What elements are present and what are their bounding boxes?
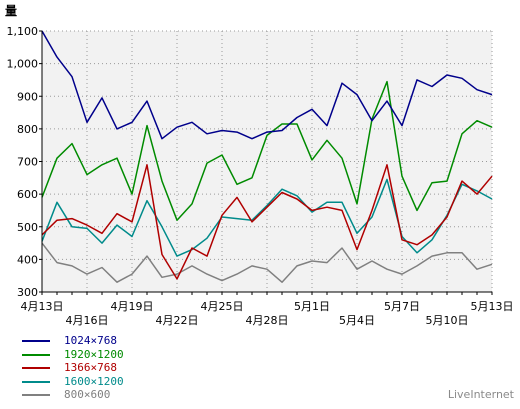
legend-swatch (22, 394, 50, 396)
x-tick-label: 4月25日 (201, 300, 244, 313)
series-line-1366×768 (41, 164, 493, 280)
watermark: LiveInternet (447, 388, 514, 401)
legend-label: 1366×768 (64, 361, 117, 374)
x-tick-label: 4月13日 (21, 300, 64, 313)
series-line-800×600 (41, 242, 493, 283)
legend-swatch (22, 380, 50, 383)
y-tick-label: 900 (17, 90, 38, 103)
y-tick-label: 400 (17, 253, 38, 266)
y-tick-label: 800 (17, 123, 38, 136)
legend-swatch (22, 367, 50, 369)
y-tick-label: 300 (17, 286, 38, 299)
y-axis-label: 量 (5, 4, 17, 18)
series-line-1024×768 (41, 30, 493, 140)
y-tick-label: 700 (17, 156, 38, 169)
x-tick-label: 5月10日 (426, 314, 469, 327)
y-tick-label: 1,100 (7, 25, 39, 38)
legend-label: 1024×768 (64, 334, 117, 347)
legend-swatch (22, 340, 50, 342)
x-tick-label: 5月1日 (294, 300, 330, 313)
legend-swatch (22, 353, 50, 356)
legend-label: 1920×1200 (64, 347, 124, 361)
legend-label: 800×600 (64, 388, 111, 401)
x-tick-label: 5月7日 (384, 300, 420, 313)
x-tick-label: 4月16日 (66, 314, 109, 327)
x-tick-label: 5月13日 (471, 300, 514, 313)
x-tick-label: 4月19日 (111, 300, 154, 313)
y-tick-label: 500 (17, 221, 38, 234)
x-tick-label: 4月28日 (246, 314, 289, 327)
y-tick-label: 600 (17, 188, 38, 201)
legend-label: 1600×1200 (64, 374, 124, 388)
series-line-1920×1200 (41, 80, 493, 221)
x-tick-label: 5月4日 (339, 314, 375, 327)
y-tick-label: 1,000 (7, 58, 39, 71)
series-line-1600×1200 (41, 178, 493, 257)
x-tick-label: 4月22日 (156, 314, 199, 327)
